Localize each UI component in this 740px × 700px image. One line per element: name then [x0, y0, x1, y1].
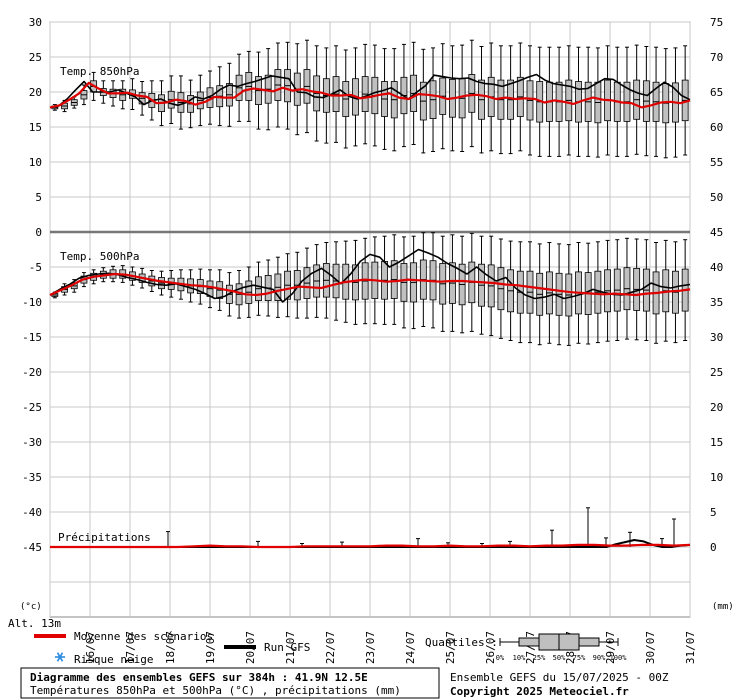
- x-tick-label: 30/07: [644, 631, 657, 664]
- x-tick-label: 22/07: [324, 631, 337, 664]
- quantiles-key: [499, 633, 619, 651]
- grid-lines: [49, 21, 691, 618]
- left-tick-label: -20: [22, 366, 42, 379]
- legend-snow-label: Risque neige: [74, 653, 153, 666]
- left-tick-label: -30: [22, 436, 42, 449]
- quantile-tick-label: 100%: [610, 654, 628, 662]
- left-tick-label: -25: [22, 401, 42, 414]
- left-tick-label: -5: [29, 261, 42, 274]
- left-tick-label: -40: [22, 506, 42, 519]
- quantile-tick-label: 10%: [513, 654, 526, 662]
- right-tick-label: 50: [710, 191, 723, 204]
- t850-mean-line: [49, 81, 691, 109]
- t850-gfs-line: [49, 73, 691, 109]
- footer-run: Ensemble GEFS du 15/07/2025 - 00Z: [450, 671, 669, 684]
- left-tick-label: -35: [22, 471, 42, 484]
- x-tick-label: 18/07: [164, 631, 177, 664]
- right-tick-label: 60: [710, 121, 723, 134]
- footer-copyright: Copyright 2025 Meteociel.fr: [450, 685, 629, 698]
- x-tick-label: 26/07: [484, 631, 497, 664]
- left-tick-label: -45: [22, 541, 42, 554]
- left-tick-label: 30: [29, 16, 42, 29]
- x-tick-label: 21/07: [284, 631, 297, 664]
- legend-gfs-label: Run GFS: [264, 641, 310, 654]
- right-tick-label: 0: [710, 541, 717, 554]
- quantile-tick-label: 75%: [573, 654, 586, 662]
- x-tick-label: 16/07: [84, 631, 97, 664]
- x-tick-label: 19/07: [204, 631, 217, 664]
- quantile-tick-label: 90%: [593, 654, 606, 662]
- right-tick-label: 65: [710, 86, 723, 99]
- right-unit-label: (mm): [712, 602, 734, 612]
- left-tick-label: -15: [22, 331, 42, 344]
- x-tick-label: 24/07: [404, 631, 417, 664]
- snowflake-icon: [55, 652, 65, 662]
- left-unit-label: (°c): [20, 602, 42, 612]
- right-tick-label: 70: [710, 51, 723, 64]
- x-tick-label: 29/07: [604, 631, 617, 664]
- left-tick-label: 25: [29, 51, 42, 64]
- right-tick-label: 20: [710, 401, 723, 414]
- series-lines: [49, 73, 691, 549]
- left-tick-label: 0: [35, 226, 42, 239]
- left-tick-label: 20: [29, 86, 42, 99]
- right-tick-label: 5: [710, 506, 717, 519]
- quantile-tick-label: 0%: [496, 654, 505, 662]
- quantile-tick-label: 50%: [553, 654, 566, 662]
- quantiles-label: Quantiles :: [425, 636, 498, 649]
- precip-mean-line: [50, 543, 691, 549]
- right-tick-label: 35: [710, 296, 723, 309]
- x-tick-label: 31/07: [684, 631, 697, 664]
- x-tick-label: 25/07: [444, 631, 457, 664]
- left-tick-label: 15: [29, 121, 42, 134]
- quantile-tick-label: 25%: [533, 654, 546, 662]
- right-tick-label: 75: [710, 16, 723, 29]
- right-tick-label: 25: [710, 366, 723, 379]
- x-tick-label: 23/07: [364, 631, 377, 664]
- right-tick-label: 40: [710, 261, 723, 274]
- left-tick-label: 5: [35, 191, 42, 204]
- x-tick-label: 17/07: [124, 631, 137, 664]
- left-tick-label: -10: [22, 296, 42, 309]
- left-axis-ticks: 30 25 20 15 10 5 0 -5 -10 -15 -20 -25 -30 -35 -40 -45: [22, 16, 42, 554]
- right-tick-label: 10: [710, 471, 723, 484]
- right-tick-label: 15: [710, 436, 723, 449]
- right-tick-label: 45: [710, 226, 723, 239]
- legend-mean-label: Moyenne des scénarios: [74, 630, 213, 643]
- precip-panel-label: Précipitations: [58, 531, 151, 544]
- footer-box: [20, 667, 440, 699]
- right-tick-label: 55: [710, 156, 723, 169]
- footer-subtitle: Températures 850hPa et 500hPa (°C) , pré…: [30, 684, 401, 697]
- right-tick-label: 30: [710, 331, 723, 344]
- t500-panel-label: Temp. 500hPa: [60, 250, 139, 263]
- footer-title: Diagramme des ensembles GEFS sur 384h : …: [30, 671, 368, 684]
- t850-panel-label: Temp. 850hPa: [60, 65, 139, 78]
- left-tick-label: 10: [29, 156, 42, 169]
- quantile-tick-labels: 0% 10% 25% 50% 75% 90% 100%: [496, 654, 627, 662]
- altitude-label: Alt. 13m: [8, 617, 61, 630]
- t500-mean-line: [49, 272, 691, 297]
- panel-labels: Temp. 850hPa Temp. 500hPa Précipitations: [58, 65, 151, 544]
